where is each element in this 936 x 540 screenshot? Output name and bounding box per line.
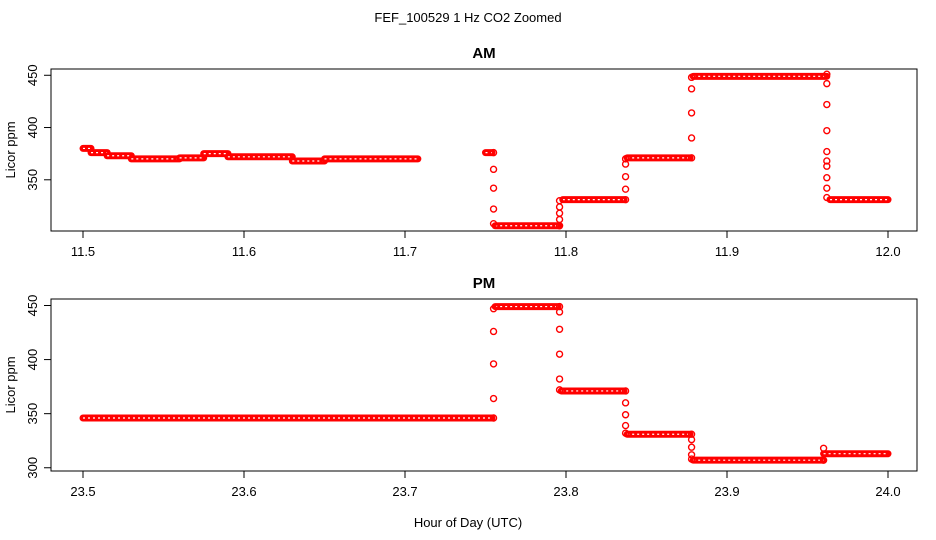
am-data-point xyxy=(823,193,831,202)
am-data-point xyxy=(489,219,498,228)
pm-y-tick-label: 400 xyxy=(25,349,40,371)
figure-title: FEF_100529 1 Hz CO2 Zoomed xyxy=(374,10,561,25)
am-data-point xyxy=(621,160,630,168)
pm-data-point xyxy=(819,444,828,452)
figure-x-axis-label: Hour of Day (UTC) xyxy=(414,515,522,530)
pm-data-point xyxy=(687,451,696,459)
pm-y-axis-label: Licor ppm xyxy=(3,356,18,413)
am-data-point xyxy=(823,70,831,78)
am-data-point xyxy=(823,100,831,109)
pm-y-tick-label: 450 xyxy=(25,295,40,317)
am-data-point xyxy=(555,215,564,224)
am-data-point xyxy=(555,209,564,217)
am-data-point xyxy=(555,196,564,205)
pm-data-point xyxy=(621,387,630,395)
pm-panel-title: PM xyxy=(473,275,496,292)
pm-x-tick-label: 23.7 xyxy=(392,484,417,499)
am-x-tick-label: 11.5 xyxy=(71,244,95,259)
am-data-point xyxy=(489,205,498,213)
am-data-point xyxy=(621,195,630,204)
pm-data-point xyxy=(687,443,696,451)
am-data-point xyxy=(687,109,696,117)
pm-x-tick-label: 23.6 xyxy=(231,484,256,499)
pm-data-point xyxy=(489,360,498,368)
pm-plot-frame xyxy=(50,298,918,472)
am-data-point xyxy=(621,185,630,193)
pm-data-point xyxy=(621,411,630,419)
pm-data-point xyxy=(555,386,564,394)
am-data-point xyxy=(621,172,630,181)
pm-data-point xyxy=(489,327,498,336)
am-data-point xyxy=(687,73,696,82)
am-panel: AM Licor ppm 11.5 11.6 11.7 11.8 11.9 12.0 350 40… xyxy=(3,45,918,259)
pm-data-point xyxy=(489,305,498,313)
pm-data-point xyxy=(489,394,498,403)
am-data-point xyxy=(687,154,696,162)
am-data-point xyxy=(555,203,564,211)
am-x-tick-label: 11.7 xyxy=(393,244,417,259)
pm-data-point xyxy=(687,435,696,444)
pm-data-point xyxy=(555,350,564,358)
pm-data-point xyxy=(621,429,630,437)
am-x-tick-label: 12.0 xyxy=(875,244,900,259)
pm-data-point xyxy=(819,456,828,464)
pm-x-tick-label: 24.0 xyxy=(875,484,900,499)
am-panel-title: AM xyxy=(472,45,495,62)
pm-data-point xyxy=(621,399,630,407)
pm-panel: PM Licor ppm 23.5 23.6 23.7 23.8 23.9 24.0 300 35… xyxy=(3,275,918,499)
am-data-point xyxy=(823,173,831,182)
am-y-axis-label: Licor ppm xyxy=(3,121,18,178)
am-x-tick-label: 11.9 xyxy=(715,244,739,259)
pm-data-point xyxy=(621,421,630,430)
am-data-point xyxy=(823,147,831,156)
pm-y-tick-label: 350 xyxy=(25,403,40,425)
am-data-point xyxy=(489,148,498,157)
pm-x-tick-label: 23.8 xyxy=(553,484,578,499)
am-data-point xyxy=(687,134,696,142)
am-data-point xyxy=(823,157,831,165)
pm-data-point xyxy=(555,308,564,316)
am-data-point xyxy=(621,155,630,163)
pm-data-point xyxy=(555,375,564,383)
am-y-tick-label: 450 xyxy=(25,64,40,86)
am-x-tick-label: 11.8 xyxy=(554,244,578,259)
am-data-point xyxy=(823,162,831,170)
am-plot-frame xyxy=(50,68,918,232)
pm-x-tick-label: 23.5 xyxy=(70,484,95,499)
pm-data-point xyxy=(687,455,696,463)
am-data-point xyxy=(489,165,498,174)
am-x-tick-label: 11.6 xyxy=(232,244,256,259)
am-data-point xyxy=(823,79,831,88)
am-data-point xyxy=(823,184,831,192)
am-data-point xyxy=(687,85,696,93)
am-data-point xyxy=(823,126,831,135)
am-y-tick-label: 400 xyxy=(25,117,40,139)
pm-x-tick-label: 23.9 xyxy=(714,484,739,499)
pm-y-tick-label: 300 xyxy=(25,457,40,479)
am-data-point xyxy=(489,184,498,192)
pm-data-point xyxy=(555,325,564,333)
pm-data-point xyxy=(489,414,498,422)
am-y-tick-label: 350 xyxy=(25,169,40,191)
